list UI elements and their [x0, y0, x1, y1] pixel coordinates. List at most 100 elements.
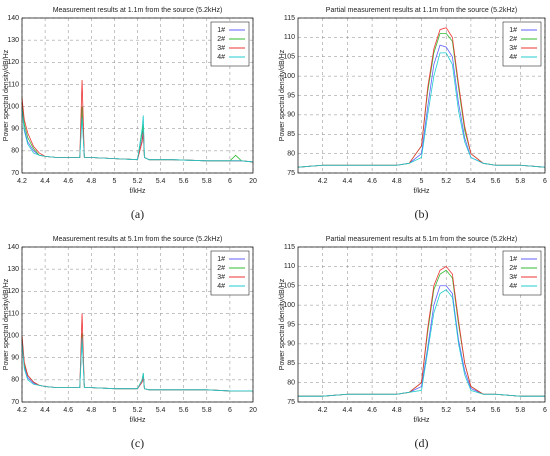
y-axis-label: Power spectral density/dB/Hz [279, 49, 286, 141]
legend-label: 3# [509, 274, 517, 281]
caption: (c) [131, 436, 144, 450]
data-line [21, 108, 254, 163]
x-tick-label: 5.4 [156, 178, 166, 185]
y-tick-label: 140 [7, 15, 19, 22]
chart-title: Measurement results at 1.1m from the sou… [53, 7, 223, 14]
legend-label: 1# [509, 27, 517, 34]
x-tick-label: 4.6 [367, 178, 377, 185]
y-tick-label: 100 [7, 332, 19, 339]
x-tick-label: 5.6 [491, 407, 501, 414]
x-tick-label: 20 [249, 178, 257, 185]
legend-label: 3# [217, 45, 225, 52]
legend-box [502, 21, 542, 67]
data-line [297, 52, 546, 168]
x-tick-label: 4.8 [392, 407, 402, 414]
x-tick-label: 5.6 [179, 178, 189, 185]
y-tick-label: 110 [284, 263, 295, 270]
x-tick-label: 4.4 [343, 407, 353, 414]
y-tick-label: 85 [287, 131, 295, 138]
y-axis-label: Power spectral density/dB/Hz [3, 49, 10, 141]
x-tick-label: 5.8 [202, 407, 212, 414]
x-tick-label: 4.4 [40, 178, 50, 185]
legend-label: 2# [509, 36, 517, 43]
y-tick-label: 80 [287, 150, 295, 157]
y-tick-label: 100 [283, 73, 295, 80]
y-tick-label: 105 [283, 283, 295, 290]
x-tick-label: 5.2 [133, 407, 143, 414]
y-tick-label: 115 [284, 244, 295, 251]
y-tick-label: 110 [8, 81, 19, 88]
x-tick-label: 5 [112, 178, 116, 185]
y-axis-label: Power spectral density/dB/Hz [279, 278, 286, 370]
x-tick-label: 5.2 [133, 178, 143, 185]
legend-label: 4# [217, 54, 225, 61]
legend-label: 2# [509, 265, 517, 272]
x-axis-label: f/kHz [130, 417, 146, 424]
legend-label: 4# [509, 283, 517, 290]
y-tick-label: 110 [284, 34, 295, 41]
y-tick-label: 130 [7, 266, 19, 273]
caption: (b) [415, 207, 429, 221]
y-tick-label: 115 [284, 15, 295, 22]
plot-frame [21, 246, 254, 403]
x-tick-label: 5 [420, 178, 424, 185]
x-tick-label: 4.2 [17, 178, 27, 185]
y-tick-label: 140 [7, 244, 19, 251]
x-tick-label: 6 [228, 407, 232, 414]
x-tick-label: 4.6 [63, 407, 73, 414]
x-tick-label: 5.6 [491, 178, 501, 185]
y-tick-label: 70 [11, 170, 19, 177]
y-tick-label: 95 [287, 321, 295, 328]
legend-box [502, 250, 542, 296]
x-tick-label: 5.8 [515, 407, 525, 414]
plot-frame [297, 17, 546, 174]
y-tick-label: 80 [287, 379, 295, 386]
chart-title: Partial measurement results at 1.1m from… [326, 7, 517, 14]
legend-box [210, 21, 250, 67]
x-tick-label: 5 [112, 407, 116, 414]
x-tick-label: 20 [249, 407, 257, 414]
legend-label: 4# [509, 54, 517, 61]
y-tick-label: 80 [11, 148, 19, 155]
y-tick-label: 130 [7, 37, 19, 44]
y-tick-label: 90 [11, 126, 19, 133]
y-axis-label: Power spectral density/dB/Hz [3, 278, 10, 370]
x-tick-label: 5.8 [202, 178, 212, 185]
y-tick-label: 120 [7, 288, 19, 295]
plot-frame [21, 17, 254, 174]
legend-label: 4# [217, 283, 225, 290]
x-axis-label: f/kHz [414, 417, 430, 424]
legend-label: 2# [217, 265, 225, 272]
x-tick-label: 4.8 [86, 407, 96, 414]
x-tick-label: 4.2 [318, 178, 328, 185]
y-tick-label: 120 [7, 59, 19, 66]
x-tick-label: 4.4 [343, 178, 353, 185]
x-tick-label: 4.6 [63, 178, 73, 185]
x-tick-label: 5.2 [441, 407, 451, 414]
x-tick-label: 4.8 [392, 178, 402, 185]
x-tick-label: 4.2 [318, 407, 328, 414]
x-tick-label: 5.6 [179, 407, 189, 414]
x-tick-label: 5 [420, 407, 424, 414]
legend-label: 1# [509, 256, 517, 263]
y-tick-label: 75 [287, 170, 295, 177]
data-line [21, 337, 253, 392]
x-tick-label: 4.4 [40, 407, 50, 414]
x-tick-label: 6 [543, 407, 547, 414]
legend-label: 1# [217, 256, 225, 263]
legend-label: 1# [217, 27, 225, 34]
y-tick-label: 90 [287, 112, 295, 119]
y-tick-label: 100 [7, 103, 19, 110]
x-tick-label: 5.8 [515, 178, 525, 185]
x-tick-label: 6 [543, 178, 547, 185]
x-axis-label: f/kHz [414, 188, 430, 195]
x-tick-label: 4.6 [367, 407, 377, 414]
caption: (a) [131, 207, 144, 221]
y-tick-label: 90 [287, 341, 295, 348]
y-tick-label: 110 [8, 310, 19, 317]
plot-frame [297, 246, 546, 403]
legend-label: 2# [217, 36, 225, 43]
chart-title: Measurement results at 5.1m from the sou… [53, 236, 223, 243]
legend-box [210, 250, 250, 296]
